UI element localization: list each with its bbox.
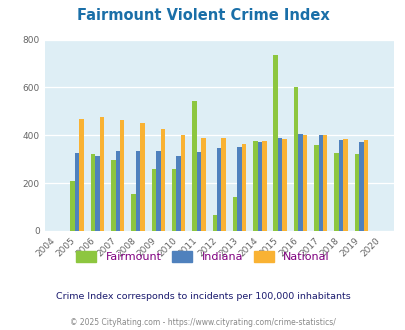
Bar (221, 138, 225, 231)
Bar (313, 145, 318, 231)
Bar (241, 145, 245, 231)
Bar (75, 153, 79, 231)
Bar (322, 135, 326, 231)
Bar (160, 129, 164, 231)
Bar (277, 138, 282, 231)
Bar (192, 101, 196, 231)
Bar (252, 141, 257, 231)
Bar (318, 135, 322, 231)
Bar (70, 181, 75, 231)
Bar (216, 148, 221, 231)
Bar (282, 139, 286, 231)
Bar (176, 156, 181, 231)
Bar (232, 197, 237, 231)
Bar (298, 134, 302, 231)
Text: Crime Index corresponds to incidents per 100,000 inhabitants: Crime Index corresponds to incidents per… (55, 292, 350, 301)
Bar (151, 169, 156, 231)
Bar (111, 160, 115, 231)
Legend: Fairmount, Indiana, National: Fairmount, Indiana, National (72, 247, 333, 267)
Bar (91, 154, 95, 231)
Bar (257, 143, 262, 231)
Bar (338, 140, 343, 231)
Text: © 2025 CityRating.com - https://www.cityrating.com/crime-statistics/: © 2025 CityRating.com - https://www.city… (70, 318, 335, 327)
Bar (79, 119, 83, 231)
Bar (120, 119, 124, 231)
Bar (95, 156, 100, 231)
Bar (100, 117, 104, 231)
Bar (135, 151, 140, 231)
Bar (342, 139, 347, 231)
Bar (237, 147, 241, 231)
Bar (200, 138, 205, 231)
Bar (172, 169, 176, 231)
Bar (354, 154, 358, 231)
Bar (273, 55, 277, 231)
Text: Fairmount Violent Crime Index: Fairmount Violent Crime Index (77, 8, 328, 23)
Bar (358, 143, 363, 231)
Bar (363, 140, 367, 231)
Bar (212, 215, 216, 231)
Bar (115, 151, 120, 231)
Bar (196, 152, 201, 231)
Bar (156, 151, 160, 231)
Bar (131, 194, 135, 231)
Bar (181, 135, 185, 231)
Bar (302, 135, 307, 231)
Bar (293, 87, 297, 231)
Bar (140, 123, 144, 231)
Bar (262, 141, 266, 231)
Bar (333, 153, 338, 231)
